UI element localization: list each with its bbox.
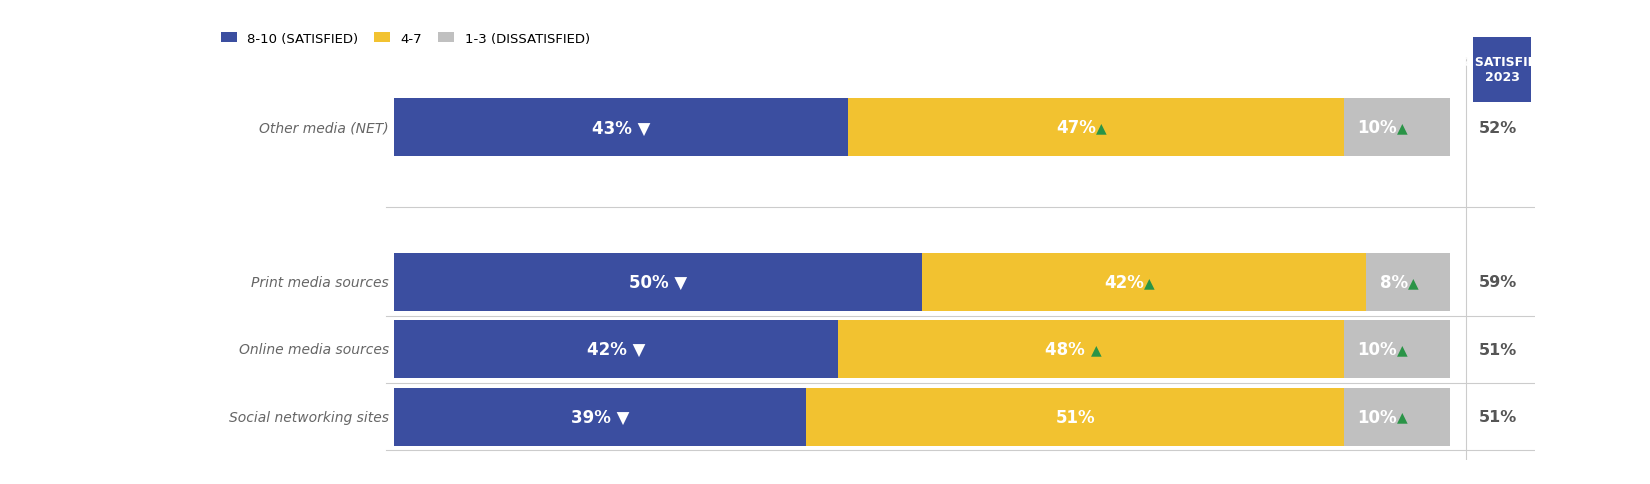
Text: ▲: ▲ <box>1091 343 1102 357</box>
Text: ▲: ▲ <box>1407 275 1419 289</box>
Legend: 8-10 (SATISFIED), 4-7, 1-3 (DISSATISFIED): 8-10 (SATISFIED), 4-7, 1-3 (DISSATISFIED… <box>221 32 589 45</box>
Text: 51%: 51% <box>1478 409 1516 424</box>
Bar <box>1366 253 1450 311</box>
Text: 48%: 48% <box>1046 341 1091 359</box>
Text: 39% ▼: 39% ▼ <box>571 408 629 426</box>
Bar <box>848 99 1345 157</box>
Bar <box>1345 320 1450 378</box>
Text: 10%: 10% <box>1358 119 1398 137</box>
Text: 52%: 52% <box>1478 121 1516 136</box>
Text: Online media sources: Online media sources <box>239 343 389 357</box>
Text: ▲: ▲ <box>1398 121 1407 135</box>
Text: 47%: 47% <box>1056 119 1096 137</box>
Bar <box>394 388 805 446</box>
Text: 43% ▼: 43% ▼ <box>592 119 650 137</box>
Text: 50% ▼: 50% ▼ <box>629 273 686 291</box>
Bar <box>922 253 1366 311</box>
Text: ▲: ▲ <box>1096 121 1107 135</box>
Bar <box>394 99 848 157</box>
Text: 10%: 10% <box>1358 341 1398 359</box>
Text: Other media (NET): Other media (NET) <box>259 121 389 135</box>
Bar <box>394 253 922 311</box>
Text: Social networking sites: Social networking sites <box>229 410 389 424</box>
Text: 51%: 51% <box>1056 408 1096 426</box>
Text: 8%: 8% <box>1379 273 1407 291</box>
Text: 10%: 10% <box>1358 408 1398 426</box>
Text: 59%: 59% <box>1478 275 1516 290</box>
Text: % SATISFIED
2023: % SATISFIED 2023 <box>1459 56 1546 84</box>
Text: Print media sources: Print media sources <box>251 275 389 289</box>
Text: 51%: 51% <box>1478 342 1516 357</box>
Text: 42%: 42% <box>1104 273 1143 291</box>
FancyBboxPatch shape <box>1473 38 1531 103</box>
Text: 42% ▼: 42% ▼ <box>587 341 645 359</box>
Bar <box>805 388 1345 446</box>
Text: ▲: ▲ <box>1398 343 1407 357</box>
Text: ▲: ▲ <box>1143 275 1155 289</box>
Text: ▲: ▲ <box>1398 410 1407 424</box>
Bar <box>838 320 1345 378</box>
Bar <box>394 320 838 378</box>
Bar <box>1345 388 1450 446</box>
Bar <box>1345 99 1450 157</box>
